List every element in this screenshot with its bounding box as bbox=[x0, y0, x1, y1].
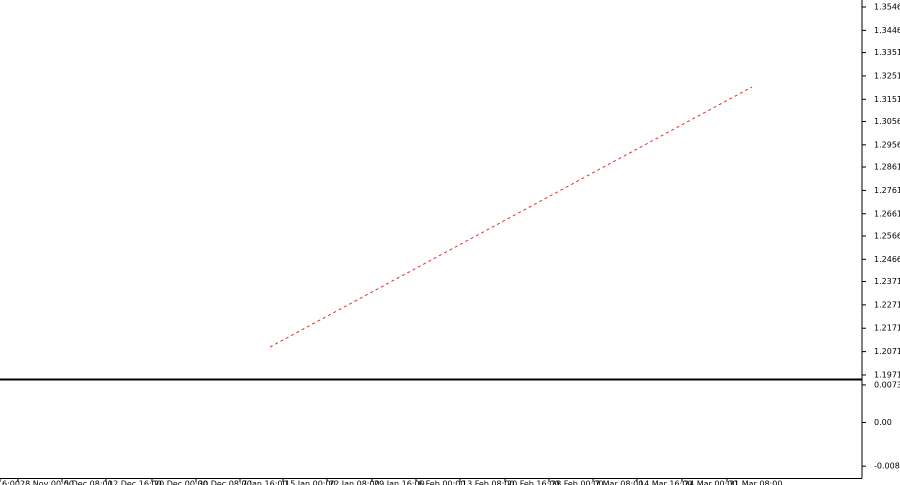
y-tick-label: 1.3251 bbox=[874, 71, 900, 80]
x-tick-label: 15 Jan 00:00 bbox=[285, 480, 336, 485]
y-tick-label: 1.2371 bbox=[874, 277, 900, 286]
y-tick-label: 1.2566 bbox=[874, 231, 900, 240]
x-tick-label: 5 Dec 08:00 bbox=[64, 480, 113, 485]
x-tick-label: 31 Mar 08:00 bbox=[729, 480, 782, 485]
x-tick-label: 12 Dec 16:00 bbox=[108, 480, 162, 485]
x-tick-label: 13 Feb 08:00 bbox=[462, 480, 514, 485]
y-tick-label: 1.2861 bbox=[874, 163, 900, 172]
y-tick-label: 1.2466 bbox=[874, 255, 900, 264]
x-tick-label: 20 Dec 00:00 bbox=[154, 480, 208, 485]
x-tick-label: 20 Feb 16:00 bbox=[507, 480, 559, 485]
y-tick-label: 0.00735 bbox=[874, 380, 900, 389]
x-tick-label: 7 Mar 08:00 bbox=[595, 480, 643, 485]
x-tick-label: 14 Mar 16:00 bbox=[639, 480, 692, 485]
y-tick-label: 0.00 bbox=[874, 418, 892, 427]
x-tick-label: 24 Mar 00:00 bbox=[684, 480, 737, 485]
y-tick-label: 1.2761 bbox=[874, 186, 900, 195]
y-tick-label: 1.2271 bbox=[874, 300, 900, 309]
x-tick-label: 30 Dec 08:00 bbox=[198, 480, 252, 485]
x-tick-label: 28 Nov 00:00 bbox=[20, 480, 74, 485]
x-tick-label: 6:00 bbox=[2, 480, 20, 485]
x-tick-label: 29 Jan 16:00 bbox=[374, 480, 425, 485]
x-tick-label: 6 Feb 00:00 bbox=[418, 480, 465, 485]
x-tick-label: 22 Jan 08:00 bbox=[329, 480, 380, 485]
y-tick-label: 1.3151 bbox=[874, 95, 900, 104]
wave-trend-line bbox=[269, 86, 753, 348]
y-tick-label: 1.1971 bbox=[874, 370, 900, 379]
y-tick-label: 1.3546 bbox=[874, 3, 900, 12]
x-tick-label: 28 Feb 00:00 bbox=[551, 480, 603, 485]
y-tick-label: 1.2661 bbox=[874, 209, 900, 218]
y-tick-label: 1.3351 bbox=[874, 48, 900, 57]
y-tick-label: 1.2171 bbox=[874, 324, 900, 333]
y-tick-label: -0.00854 bbox=[874, 462, 900, 471]
y-tick-label: 1.2956 bbox=[874, 140, 900, 149]
y-tick-label: 1.3446 bbox=[874, 26, 900, 35]
y-tick-label: 1.3056 bbox=[874, 117, 900, 126]
x-tick-label: 7 Jan 16:00 bbox=[242, 480, 288, 485]
y-tick-label: 1.2071 bbox=[874, 347, 900, 356]
